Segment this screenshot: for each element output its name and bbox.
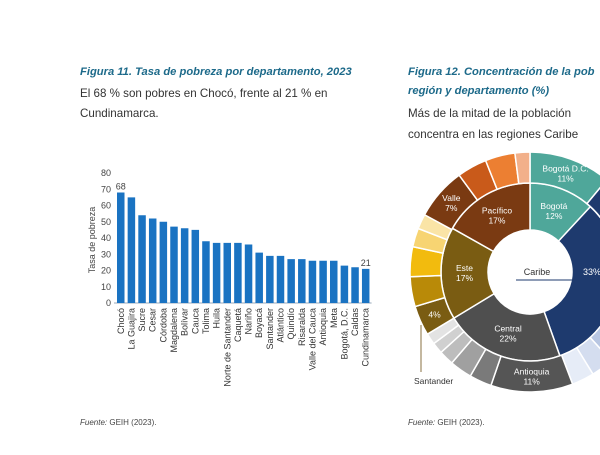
x-tick-label: Chocó [116, 308, 126, 334]
segment-value: 17% [456, 273, 473, 283]
bar-magdalena [170, 226, 178, 303]
x-tick-label: Antioquia [318, 308, 328, 346]
data-label: 21 [361, 258, 371, 268]
caribe-label: Caribe [524, 267, 551, 277]
bar-cauca [191, 229, 200, 303]
x-tick-label: Caquetá [233, 308, 243, 342]
x-tick-label: Valle del Cauca [307, 308, 317, 370]
segment-other [585, 186, 600, 219]
x-tick-label: Cauca [190, 308, 200, 334]
figure12-source: Fuente: GEIH (2023). [408, 418, 485, 427]
segment-bogot-d-c- [529, 151, 600, 205]
segment-label: Pacífico [482, 205, 513, 215]
figure11-source: Fuente: GEIH (2023). [80, 418, 157, 427]
x-tick-label: Magdalena [169, 308, 179, 353]
x-tick-label: Sucre [137, 308, 147, 332]
source-label: Fuente: [408, 418, 436, 427]
bar-bogot-d-c- [340, 265, 349, 303]
bar-la-guajira [127, 197, 136, 303]
bar-valle-del-cauca [308, 260, 317, 303]
figure12-description: Más de la mitad de la población [408, 107, 572, 120]
segment-label: Este [456, 263, 473, 273]
bar-risaralda [298, 259, 306, 303]
segment-label: Bogotá D.C. [542, 164, 588, 174]
y-tick-label: 20 [101, 266, 111, 276]
bar-cesar [148, 218, 157, 303]
bar-santander [266, 255, 274, 303]
bar-norte-de-santander [223, 242, 231, 303]
bar-bol-var [180, 228, 189, 303]
x-tick-label: Bolívar [180, 308, 190, 336]
poverty-bar-chart: Tasa de pobreza 0 10 20 30 40 50 60 70 80 Chocó 68… [87, 168, 372, 387]
bar-c-rdoba [159, 221, 168, 303]
x-tick-label: Quindío [286, 308, 296, 340]
bar-choc- [117, 192, 125, 303]
x-tick-label: Caldas [350, 308, 360, 337]
segment-value: 22% [500, 334, 517, 344]
segment-value: 11% [523, 376, 540, 386]
x-tick-label: Norte de Santander [222, 308, 232, 387]
bar-caquet- [234, 242, 242, 303]
segment-other [514, 151, 531, 185]
x-tick-label: La Guajira [126, 308, 136, 350]
segment-value: 12% [545, 211, 562, 221]
segment-value: 7% [445, 203, 458, 213]
x-tick-label: Nariño [244, 308, 254, 335]
x-tick-label: Tolima [201, 308, 211, 334]
figure12-description-2: concentra en las regiones Caribe [408, 128, 579, 141]
bar-boyac- [255, 252, 263, 303]
y-tick-label: 40 [101, 233, 111, 243]
x-tick-label: Meta [329, 308, 339, 328]
x-tick-label: Bogotá, D.C. [339, 308, 349, 360]
y-tick-label: 70 [101, 184, 111, 194]
y-axis-label: Tasa de pobreza [87, 207, 97, 274]
bar-nari-o [244, 244, 253, 303]
segment-label: Antioquia [514, 366, 550, 376]
y-tick-label: 10 [101, 282, 111, 292]
figure12-title: Figura 12. Concentración de la pob [408, 66, 595, 78]
x-tick-label: Cesar [148, 308, 158, 332]
y-tick-label: 80 [101, 168, 111, 178]
source-text: GEIH (2023). [109, 418, 157, 427]
bar-atl-ntico [276, 255, 285, 303]
figure11-description-2: Cundinamarca. [80, 107, 159, 120]
x-tick-label: Córdoba [158, 308, 168, 343]
bar-meta [330, 260, 338, 303]
segment-label: Bogotá [540, 201, 567, 211]
source-label: Fuente: [80, 418, 108, 427]
x-tick-label: Cundinamarca [361, 308, 371, 367]
segment-label: Valle [442, 193, 461, 203]
x-tick-label: Atlántico [276, 308, 286, 343]
bar-sucre [138, 215, 146, 303]
bar-tolima [202, 241, 210, 303]
bar-quind-o [287, 259, 295, 303]
y-tick-label: 0 [106, 298, 111, 308]
segment-value: 17% [488, 215, 505, 225]
x-tick-label: Santander [265, 308, 275, 350]
bar-huila [212, 242, 221, 303]
bar-antioquia [319, 260, 327, 303]
y-tick-label: 30 [101, 249, 111, 259]
y-tick-label: 50 [101, 217, 111, 227]
figure11-title: Figura 11. Tasa de pobreza por departame… [80, 66, 352, 78]
santander-value: 4% [428, 309, 441, 319]
x-tick-label: Boyacá [254, 308, 264, 338]
segment-value: 11% [557, 174, 574, 184]
x-tick-label: Risaralda [297, 308, 307, 346]
segment-label: Central [494, 324, 522, 334]
caribe-value: 33% [583, 267, 600, 277]
santander-label: Santander [414, 376, 453, 386]
figure11-description: El 68 % son pobres en Chocó, frente al 2… [80, 87, 328, 100]
source-text: GEIH (2023). [437, 418, 485, 427]
data-label: 68 [116, 182, 126, 192]
x-tick-label: Huila [212, 308, 222, 329]
y-tick-label: 60 [101, 201, 111, 211]
bar-caldas [351, 267, 359, 303]
figure12-title-2: región y departamento (%) [408, 85, 550, 97]
bar-cundinamarca [361, 268, 370, 303]
